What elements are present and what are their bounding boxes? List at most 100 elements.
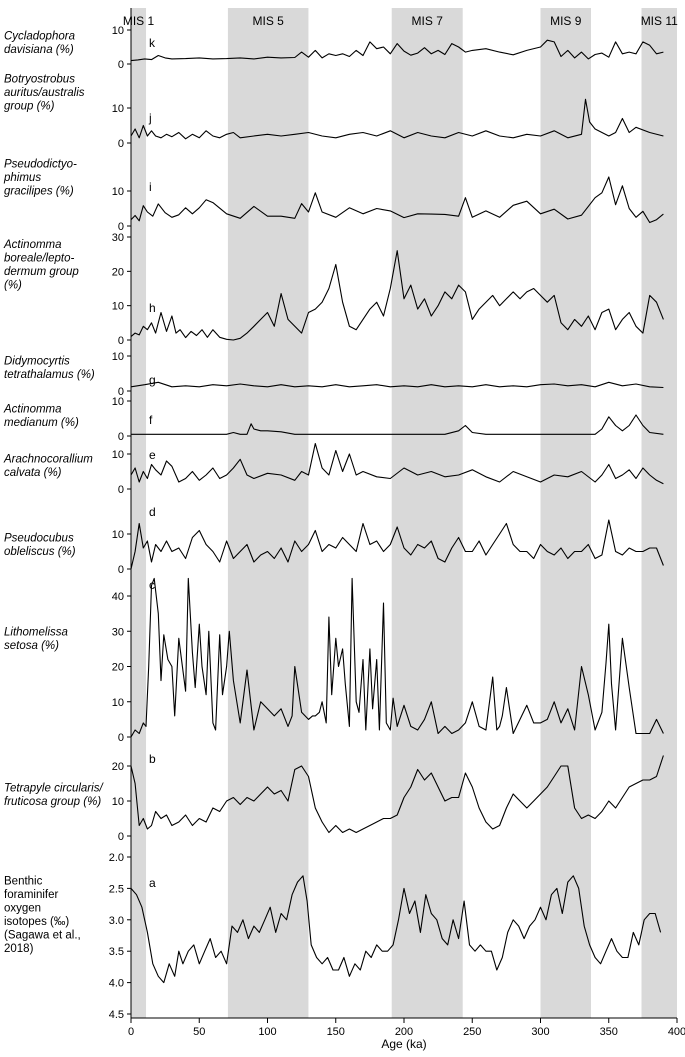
mis-band-5 xyxy=(641,8,677,1018)
panel-label-k-line-1: Cycladophora xyxy=(4,30,75,42)
panel-b: 0 10 20 b Tetrapyle circularis/fruticosa gro… xyxy=(4,752,664,843)
panel-label-d-line-2: obleliscus (%) xyxy=(4,546,76,558)
y-tick-label: 10 xyxy=(112,529,124,541)
mis-band-2 xyxy=(227,8,309,1018)
panel-letter-g: g xyxy=(149,373,156,387)
panel-f: 0 10 f Actinomma medianum (%) xyxy=(3,396,664,443)
panel-letter-c: c xyxy=(149,578,155,592)
panel-e: 0 10 e Arachnocorallium calvata (%) xyxy=(3,442,664,496)
panel-label-j-line-2: auritus/australis xyxy=(4,87,85,99)
y-tick-label: 10 xyxy=(112,396,124,408)
x-tick-label: 400 xyxy=(668,1026,685,1038)
panel-letter-e: e xyxy=(149,448,156,462)
y-tick-label: 0 xyxy=(118,564,124,576)
y-tick-label: 2.0 xyxy=(109,852,124,864)
y-tick-label: 3.5 xyxy=(109,946,124,958)
panel-label-f-line-2: medianum (%) xyxy=(4,417,79,429)
y-tick-label: 40 xyxy=(112,591,124,603)
panel-label-g-line-1: Didymocyrtis xyxy=(4,355,70,367)
series-line-k xyxy=(130,39,664,62)
panel-label-g-line-2: tetrathalamus (%) xyxy=(4,369,95,381)
panel-label-a-line-2: foraminifer xyxy=(4,889,58,901)
y-tick-label: 10 xyxy=(112,351,124,363)
panel-label-b-line-2: fruticosa group (%) xyxy=(4,796,101,808)
mis-label-4: MIS 9 xyxy=(550,14,582,28)
panel-c: 0 10 20 30 40 c Lithomelissa setosa (%) xyxy=(4,577,664,744)
y-tick-label: 20 xyxy=(112,266,124,278)
y-tick-label: 2.5 xyxy=(109,883,124,895)
mis-band-4 xyxy=(540,8,592,1018)
x-tick-label: 150 xyxy=(327,1026,345,1038)
y-tick-label: 0 xyxy=(118,431,124,443)
y-tick-label: 4.0 xyxy=(109,978,124,990)
panel-label-a-line-1: Benthic xyxy=(4,875,43,887)
series-line-c xyxy=(130,577,664,738)
y-tick-label: 10 xyxy=(112,25,124,37)
series-line-i xyxy=(130,176,664,224)
y-tick-label: 20 xyxy=(112,662,124,674)
panel-letter-d: d xyxy=(149,505,156,519)
series-line-e xyxy=(130,442,664,485)
panel-label-a-line-4: isotopes (‰) xyxy=(4,916,69,928)
series-line-b xyxy=(130,755,664,834)
panel-label-h-line-3: dermum group xyxy=(4,266,79,278)
y-tick-label: 10 xyxy=(112,186,124,198)
mis-label-1: MIS 1 xyxy=(123,14,155,28)
panel-i: 0 10 i Pseudodictyo-phimus gracilipes (%) xyxy=(3,159,664,233)
panel-letter-a: a xyxy=(149,876,156,890)
x-tick-label: 50 xyxy=(193,1026,205,1038)
panel-label-c-line-2: setosa (%) xyxy=(4,640,59,652)
panel-label-j-line-1: Botryostrobus xyxy=(4,74,75,86)
y-tick-label: 10 xyxy=(112,796,124,808)
panel-label-i-line-3: gracilipes (%) xyxy=(4,186,74,198)
x-tick-label: 250 xyxy=(463,1026,481,1038)
panel-label-e-line-2: calvata (%) xyxy=(4,467,62,479)
y-tick-label: 30 xyxy=(112,232,124,244)
y-tick-label: 4.5 xyxy=(109,1009,124,1021)
y-tick-label: 10 xyxy=(112,697,124,709)
series-line-g xyxy=(130,381,664,389)
panel-label-a-line-6: 2018) xyxy=(4,943,34,955)
panel-letter-h: h xyxy=(149,301,156,315)
series-line-a xyxy=(130,875,662,984)
panel-label-a-line-3: oxygen xyxy=(4,902,41,914)
y-tick-label: 10 xyxy=(112,449,124,461)
series-line-f xyxy=(131,414,664,435)
mis-band-3 xyxy=(391,8,463,1018)
y-tick-label: 20 xyxy=(112,761,124,773)
panel-label-a-line-5: (Sagawa et al., xyxy=(4,929,81,941)
panel-label-i-line-2: phimus xyxy=(3,172,41,184)
x-tick-label: 0 xyxy=(128,1026,134,1038)
y-tick-label: 10 xyxy=(112,103,124,115)
panel-letter-i: i xyxy=(149,180,152,194)
x-tick-label: 300 xyxy=(531,1026,549,1038)
mis-label-2: MIS 5 xyxy=(253,14,285,28)
panel-label-d-line-1: Pseudocubus xyxy=(4,532,74,544)
y-tick-label: 0 xyxy=(118,59,124,71)
panel-letter-j: j xyxy=(148,111,152,125)
panel-label-f-line-1: Actinomma xyxy=(3,403,62,415)
panel-letter-f: f xyxy=(149,413,153,427)
panel-label-c-line-1: Lithomelissa xyxy=(4,626,68,638)
series-line-d xyxy=(130,519,664,570)
mis-label-3: MIS 7 xyxy=(412,14,444,28)
series-line-j xyxy=(130,98,664,140)
y-tick-label: 10 xyxy=(112,301,124,313)
x-tick-label: 200 xyxy=(395,1026,413,1038)
series-line-h xyxy=(130,250,664,341)
y-tick-label: 0 xyxy=(118,221,124,233)
y-tick-label: 0 xyxy=(118,732,124,744)
panel-label-j-line-3: group (%) xyxy=(4,101,55,113)
y-tick-label: 0 xyxy=(118,484,124,496)
panel-label-h-line-1: Actinomma xyxy=(3,239,62,251)
panel-d: 0 10 d Pseudocubus obleliscus (%) xyxy=(4,505,664,576)
panel-label-h-line-2: boreale/lepto- xyxy=(4,252,74,264)
panel-a: 2.0 2.5 3.0 3.5 4.0 4.5 a Benthic foraminiferoxy… xyxy=(4,852,662,1021)
panel-k: 0 10 k Cycladophora davisiana (%) xyxy=(4,25,664,71)
x-tick-label: 350 xyxy=(600,1026,618,1038)
panel-letter-b: b xyxy=(149,752,156,766)
y-tick-label: 0 xyxy=(118,386,124,398)
